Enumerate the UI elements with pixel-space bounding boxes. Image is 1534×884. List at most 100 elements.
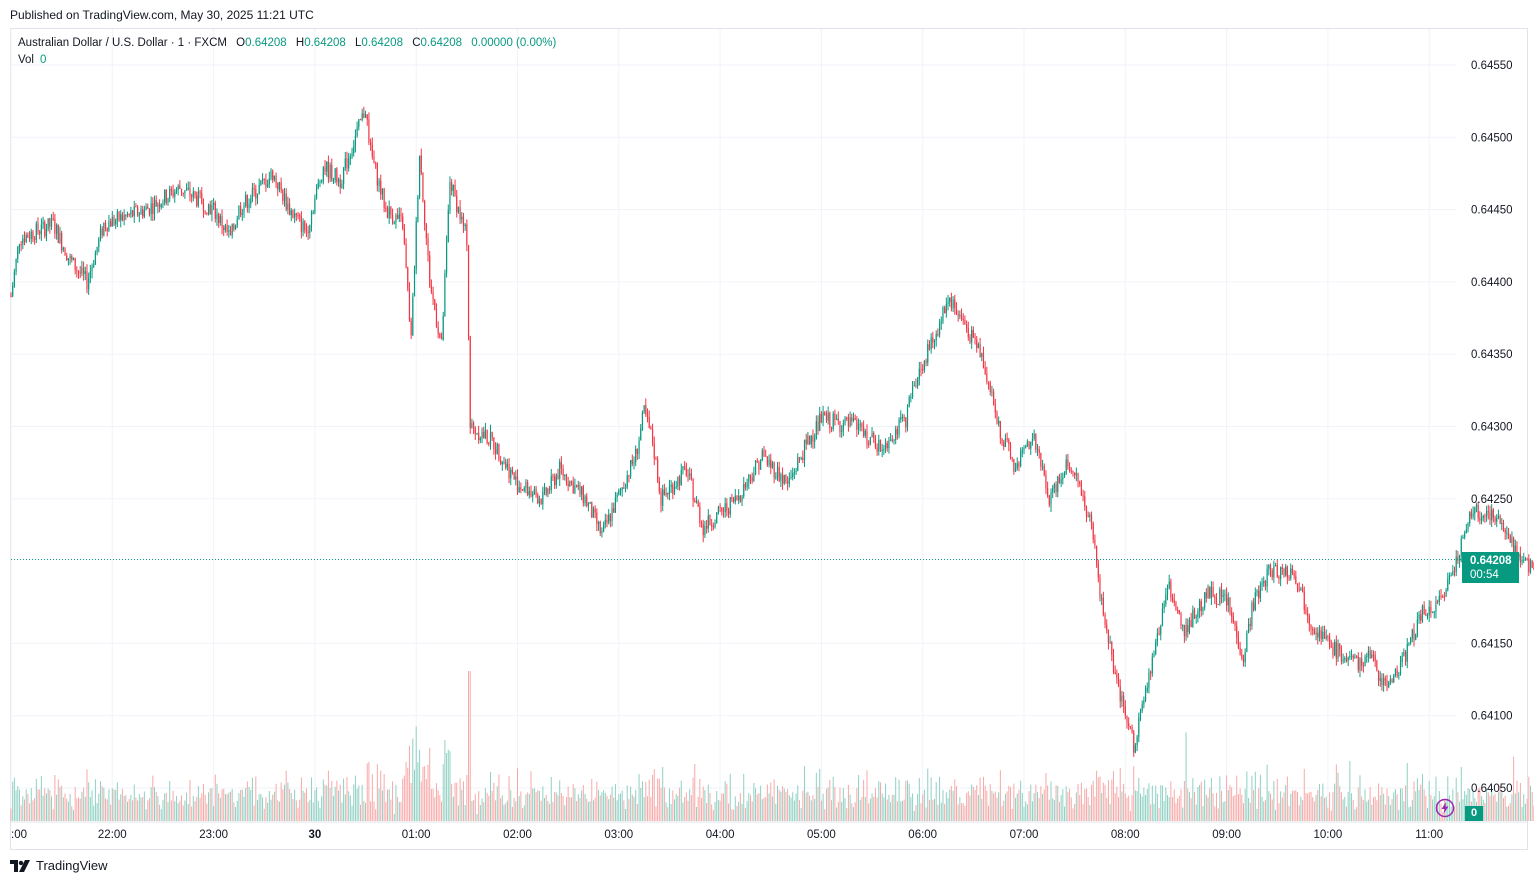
candle-body — [344, 158, 346, 168]
candle-body — [778, 467, 780, 481]
candle-body — [982, 353, 985, 368]
candle-body — [231, 224, 233, 236]
candle-body — [169, 188, 171, 199]
candle-body — [471, 422, 473, 428]
candle-body — [873, 433, 875, 438]
candle-body — [800, 457, 802, 459]
candle-body — [1021, 450, 1023, 453]
candle-body — [197, 191, 200, 206]
candle-body — [623, 487, 625, 489]
candle-body — [788, 477, 790, 484]
candle-body — [250, 199, 252, 205]
candle-body — [1244, 651, 1246, 663]
candle-body — [832, 413, 834, 429]
price-axis[interactable]: 0.64550 0.64500 0.64450 0.64400 0.64350 0.643… — [1471, 60, 1513, 795]
candle-body — [984, 367, 986, 374]
candle-body — [770, 459, 772, 468]
candle-body — [1121, 695, 1123, 702]
candle-body — [62, 248, 64, 250]
candle-body — [49, 218, 51, 227]
candle-body — [18, 244, 21, 248]
candle-body — [373, 156, 375, 164]
candle-body — [773, 462, 775, 478]
candle-body — [684, 466, 686, 468]
candle-body — [996, 412, 998, 424]
candle-body — [1004, 438, 1007, 447]
candle-body — [736, 495, 738, 500]
candle-body — [781, 474, 784, 484]
candle-body — [1384, 678, 1386, 681]
candle-body — [1393, 675, 1395, 682]
candle-body — [729, 497, 731, 515]
candle-body — [1229, 597, 1231, 613]
candle-body — [192, 191, 194, 197]
candle-body — [930, 337, 932, 350]
candle-body — [1102, 597, 1104, 615]
candle-body — [523, 488, 525, 491]
volume-tag: 0 — [1465, 806, 1483, 821]
candle-body — [856, 419, 858, 430]
candle-body — [1168, 581, 1170, 589]
candle-body — [234, 225, 237, 230]
candle-body — [312, 212, 314, 214]
candle-body — [1526, 558, 1528, 560]
candle-body — [834, 413, 836, 420]
candle-body — [278, 182, 281, 190]
candle-body — [180, 188, 183, 193]
candle-body — [1092, 523, 1094, 540]
candle-body — [881, 449, 883, 452]
candle-body — [329, 164, 331, 179]
candle-body — [164, 189, 166, 203]
candle-body — [1301, 588, 1304, 592]
candle-body — [260, 180, 262, 186]
candle-body — [1310, 624, 1312, 629]
candle-body — [1487, 511, 1489, 513]
candle-body — [1013, 458, 1015, 472]
candle-body — [469, 335, 471, 428]
candle-body — [1271, 570, 1273, 578]
candle-body — [1128, 723, 1130, 726]
candle-body — [763, 450, 765, 456]
candle-body — [1117, 678, 1120, 687]
candle-body — [1379, 677, 1381, 681]
candle-body — [1350, 655, 1353, 657]
candle-body — [111, 217, 113, 227]
candle-body — [668, 486, 671, 495]
candle-body — [1318, 630, 1321, 638]
candle-body — [1254, 592, 1256, 610]
candle-body — [1075, 473, 1077, 476]
candle-body — [1144, 690, 1147, 701]
candle-body — [1502, 522, 1505, 531]
candle-body — [233, 224, 235, 230]
candle-body — [1479, 518, 1481, 521]
candle-body — [711, 525, 713, 527]
candle-body — [960, 314, 963, 319]
time-axis[interactable]: :00 22:00 23:00 30 01:00 02:00 03:00 04:00 05:00… — [11, 829, 1443, 841]
candle-body — [429, 255, 431, 287]
candle-body — [690, 473, 692, 480]
candle-body — [837, 418, 839, 422]
candle-body — [692, 479, 694, 502]
time-tick-label: 09:00 — [1212, 829, 1241, 841]
candle-body — [1484, 515, 1486, 517]
price-tick-label: 0.64100 — [1471, 711, 1513, 723]
candle-body — [380, 180, 382, 195]
lightning-icon[interactable] — [1435, 798, 1455, 818]
candle-body — [1367, 650, 1370, 657]
candle-body — [228, 230, 230, 232]
candle-body — [1293, 573, 1295, 577]
candle-body — [890, 439, 892, 441]
candle-body — [1077, 473, 1079, 482]
candle-body — [863, 426, 865, 436]
candle-body — [581, 486, 583, 495]
candle-body — [1340, 649, 1343, 662]
symbol-title[interactable]: Australian Dollar / U.S. Dollar · 1 · FX… — [18, 37, 227, 49]
candle-body — [1099, 577, 1101, 598]
candle-body — [1068, 466, 1071, 471]
candle-body — [1366, 656, 1368, 658]
candle-body — [689, 473, 691, 476]
candle-body — [138, 214, 140, 216]
candle-body — [852, 417, 855, 421]
candle-body — [626, 475, 628, 488]
